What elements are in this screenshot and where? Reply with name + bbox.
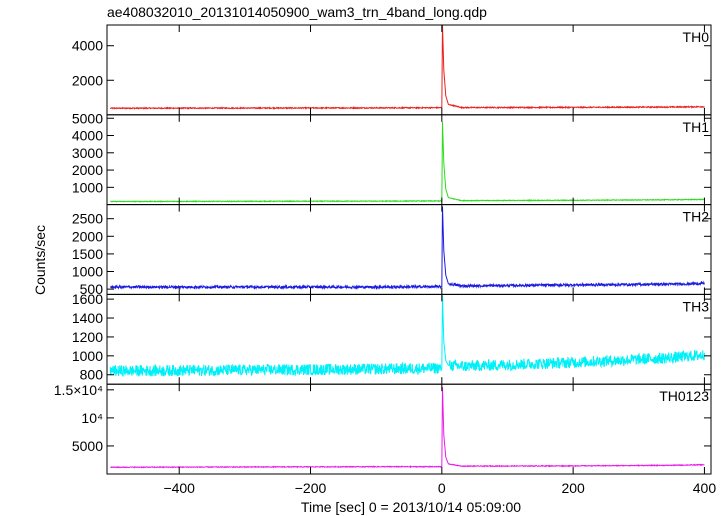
y-tick-label: 4000 bbox=[72, 38, 103, 54]
panel-label: TH1 bbox=[683, 119, 710, 135]
panel-label: TH3 bbox=[683, 298, 710, 314]
y-tick-label: 2000 bbox=[72, 72, 103, 88]
y-tick-label: 10⁴ bbox=[81, 410, 103, 426]
series-line-th1 bbox=[109, 121, 705, 203]
y-tick-label: 1500 bbox=[72, 246, 103, 262]
y-tick-label: 1.5×10⁴ bbox=[54, 382, 103, 398]
y-tick-label: 1000 bbox=[72, 264, 103, 280]
y-tick-label: 2000 bbox=[72, 228, 103, 244]
y-tick-label: 800 bbox=[80, 367, 104, 383]
y-tick-label: 5000 bbox=[72, 110, 103, 126]
panel-label: TH0123 bbox=[659, 388, 709, 404]
y-axis-label: Counts/sec bbox=[32, 225, 48, 295]
y-tick-label: 1400 bbox=[72, 310, 103, 326]
panel-label: TH2 bbox=[683, 209, 710, 225]
x-tick-label: 200 bbox=[561, 480, 585, 496]
panel-frame bbox=[106, 114, 712, 206]
y-tick-label: 1600 bbox=[72, 291, 103, 307]
y-tick-label: 2000 bbox=[72, 162, 103, 178]
panel-th3: 800 1000 1200 1400 1600 TH3 bbox=[72, 291, 712, 385]
y-tick-label: 500 bbox=[80, 281, 104, 297]
series-line-th0 bbox=[109, 24, 705, 111]
panel-group: 20004000TH010002000300040005000TH1500100… bbox=[54, 24, 717, 496]
y-tick-label: 2500 bbox=[72, 211, 103, 227]
x-axis-label: Time [sec] 0 = 2013/10/14 05:09:00 bbox=[301, 499, 521, 515]
series-line-th0123 bbox=[110, 386, 705, 469]
x-tick-label: −400 bbox=[163, 480, 195, 496]
chart-title: ae408032010_20131014050900_wam3_trn_4ban… bbox=[107, 4, 487, 20]
panel-frame bbox=[106, 24, 712, 116]
x-tick-label: 0 bbox=[438, 480, 446, 496]
y-tick-label: 4000 bbox=[72, 128, 103, 144]
y-tick-label: 5000 bbox=[72, 438, 103, 454]
y-tick-label: 1000 bbox=[72, 179, 103, 195]
y-tick-label: 1000 bbox=[72, 348, 103, 364]
panel-label: TH0 bbox=[683, 29, 710, 45]
y-tick-label: 1200 bbox=[72, 329, 103, 345]
x-tick-label: 400 bbox=[693, 480, 717, 496]
x-tick-label: −200 bbox=[295, 480, 327, 496]
panel-th0: 2000 4000 TH0 bbox=[72, 24, 712, 116]
series-line-th3 bbox=[109, 295, 705, 377]
y-tick-label: 3000 bbox=[72, 145, 103, 161]
panel-frame bbox=[106, 204, 712, 295]
series-line-th2 bbox=[109, 206, 705, 291]
panel-th0123: 5000 10⁴ 1.5×10⁴ TH0123 bbox=[54, 382, 712, 475]
panel-frame bbox=[106, 383, 712, 475]
